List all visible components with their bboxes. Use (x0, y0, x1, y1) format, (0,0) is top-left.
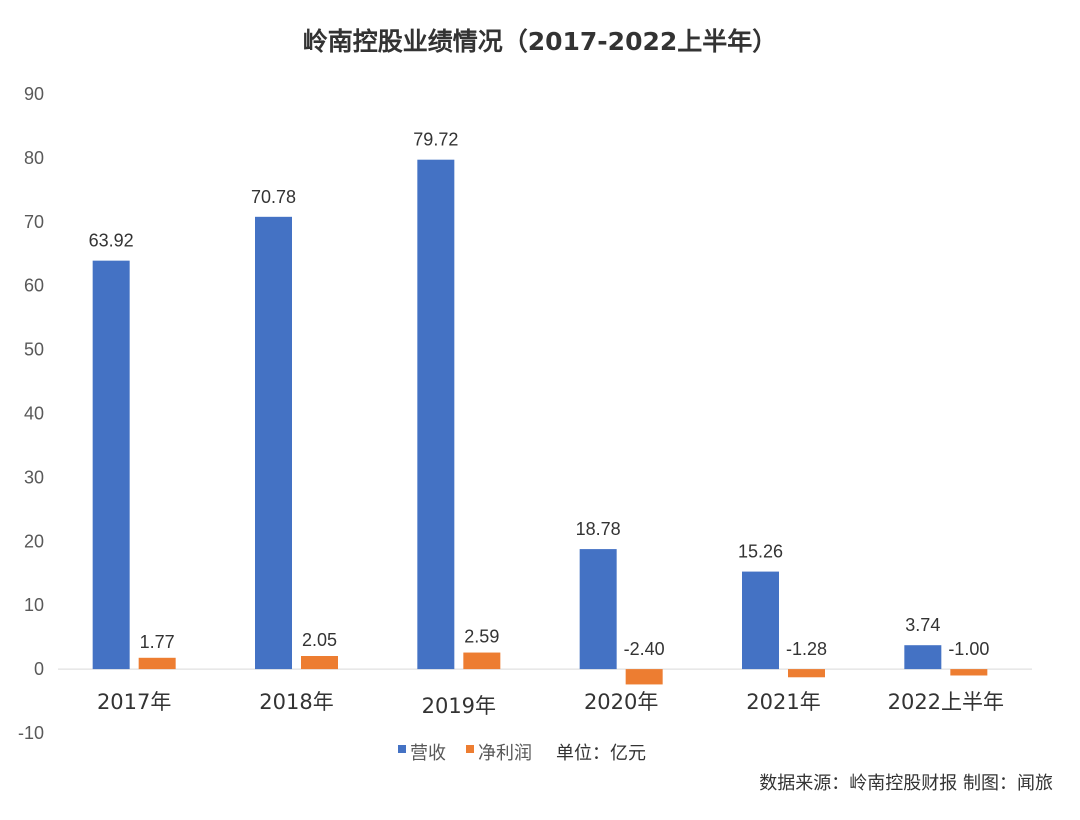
revenue-bar (742, 571, 779, 670)
y-tick-label: 40 (24, 404, 44, 424)
revenue-data-label: 18.78 (576, 519, 621, 539)
net-profit-data-label: -2.40 (624, 639, 665, 659)
revenue-data-label: 15.26 (738, 542, 783, 562)
net-profit-bar (463, 652, 501, 670)
y-tick-label: 60 (24, 276, 44, 296)
net-profit-data-label: 1.77 (140, 632, 175, 652)
bars-group (92, 159, 988, 685)
net-profit-data-label: 2.59 (464, 627, 499, 647)
x-category-label: 2019年 (422, 694, 496, 718)
revenue-bar (904, 645, 942, 670)
x-category-label: 2022上半年 (888, 690, 1004, 714)
legend: 营收 净利润 单位：亿元 (398, 743, 646, 764)
x-category-label: 2020年 (584, 690, 658, 714)
y-tick-label: 20 (24, 531, 44, 551)
x-category-label: 2018年 (259, 690, 333, 714)
revenue-bar (417, 159, 455, 670)
net-profit-data-label: 2.05 (302, 630, 337, 650)
net-profit-bar (301, 656, 338, 670)
revenue-data-label: 63.92 (89, 231, 134, 251)
y-tick-label: 0 (34, 659, 44, 679)
data-labels-group: 63.92 1.77 70.78 2.05 79.72 2.59 18.78 -2.40 15.… (89, 130, 990, 659)
unit-note: 单位：亿元 (556, 743, 646, 764)
revenue-data-label: 70.78 (251, 187, 296, 207)
chart-title: 岭南控股业绩情况（2017-2022上半年） (303, 27, 778, 56)
y-axis: 90 80 70 60 50 40 30 20 10 0 -10 (18, 84, 44, 743)
net-profit-legend-label: 净利润 (478, 743, 532, 764)
x-axis-categories: 2017年 2018年 2019年 2020年 2021年 2022上半年 (97, 690, 1004, 718)
net-profit-data-label: -1.00 (948, 639, 989, 659)
y-tick-label: -10 (18, 723, 44, 743)
y-tick-label: 90 (24, 84, 44, 104)
net-profit-bar (950, 669, 988, 676)
x-category-label: 2021年 (746, 690, 820, 714)
revenue-bar (579, 549, 617, 670)
net-profit-bar (625, 669, 663, 685)
x-category-label: 2017年 (97, 690, 171, 714)
source-note: 数据来源：岭南控股财报 制图：闻旅 (759, 773, 1053, 794)
net-profit-legend-swatch (466, 745, 474, 753)
revenue-data-label: 79.72 (413, 130, 458, 150)
y-tick-label: 80 (24, 148, 44, 168)
y-tick-label: 10 (24, 595, 44, 615)
revenue-legend-label: 营收 (410, 743, 446, 764)
y-tick-label: 30 (24, 467, 44, 487)
net-profit-data-label: -1.28 (786, 639, 827, 659)
revenue-bar (92, 260, 130, 670)
y-tick-label: 50 (24, 340, 44, 360)
revenue-legend-swatch (398, 745, 406, 753)
net-profit-bar (788, 669, 825, 678)
revenue-data-label: 3.74 (905, 615, 940, 635)
net-profit-bar (138, 657, 176, 670)
revenue-bar (255, 216, 292, 670)
y-tick-label: 70 (24, 212, 44, 232)
